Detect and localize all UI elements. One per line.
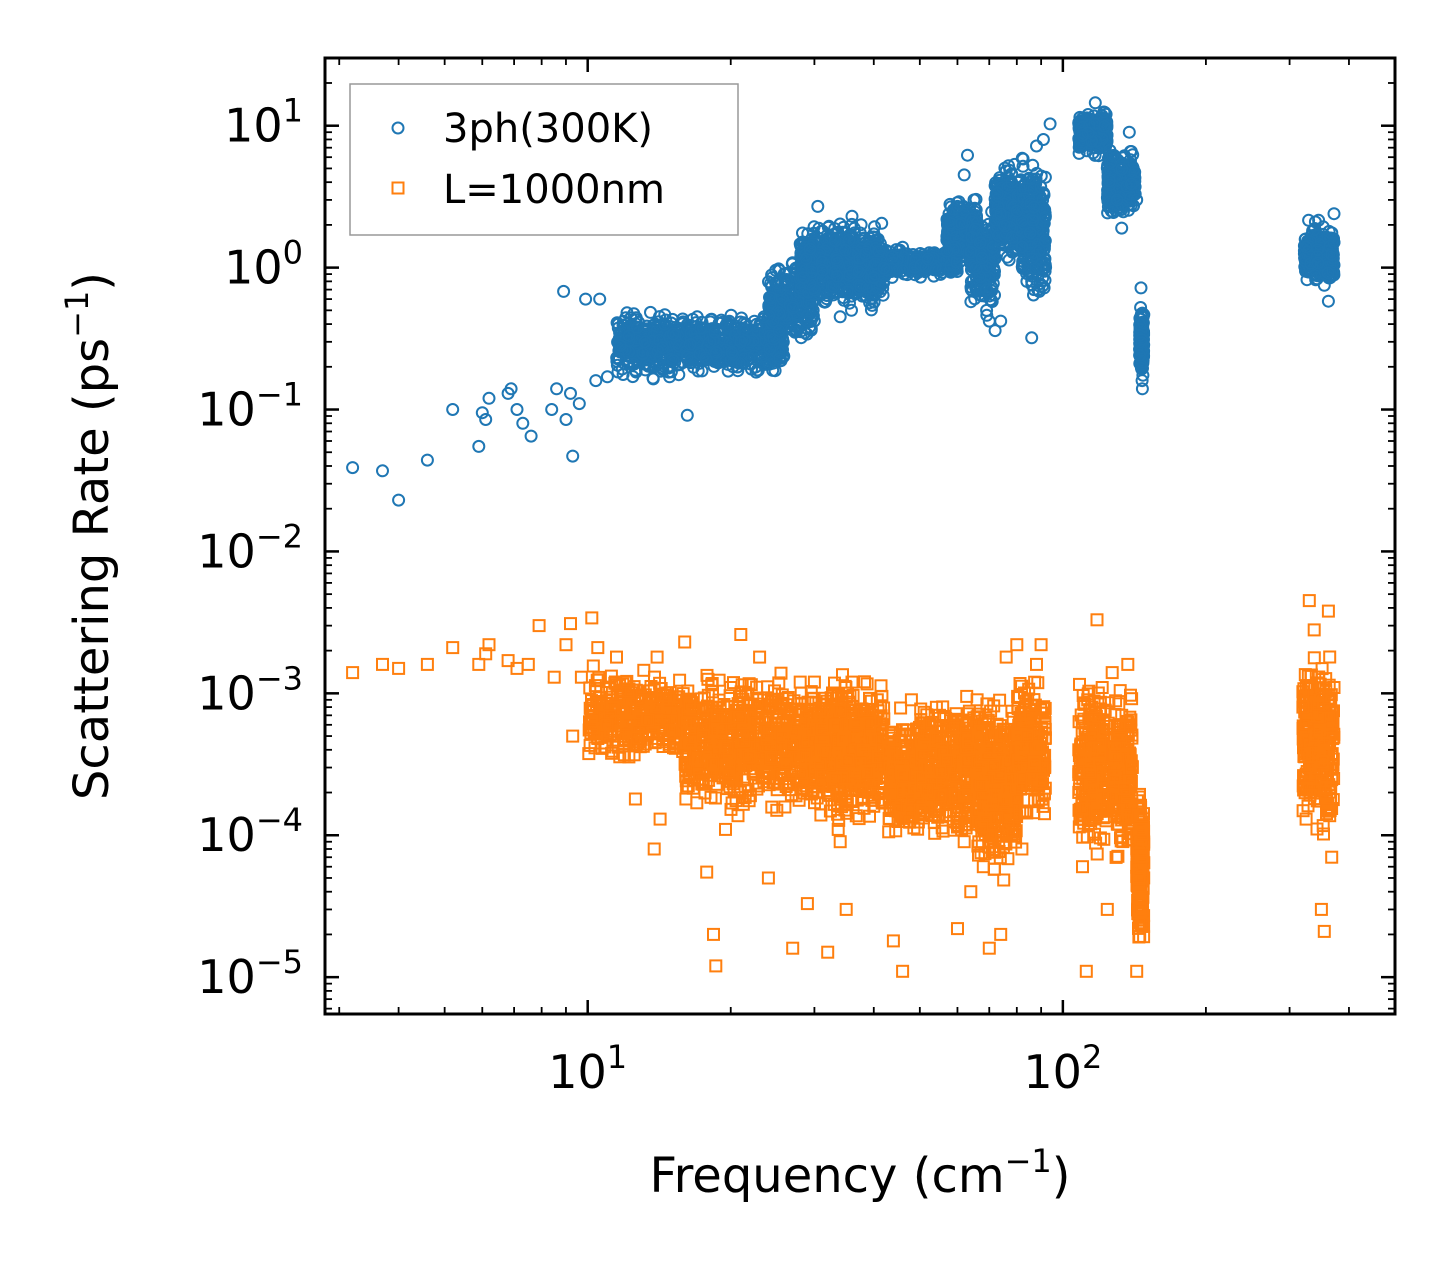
point-3ph bbox=[626, 370, 640, 384]
point-3ph bbox=[640, 319, 654, 333]
point-3ph bbox=[614, 339, 627, 353]
point-3ph bbox=[646, 372, 660, 386]
data-points bbox=[346, 96, 1341, 978]
point-3ph bbox=[646, 334, 660, 348]
point-3ph bbox=[641, 359, 655, 373]
point-3ph bbox=[666, 327, 680, 341]
point-3ph bbox=[636, 347, 650, 361]
point-3ph bbox=[663, 370, 677, 384]
point-3ph bbox=[622, 329, 636, 343]
point-3ph bbox=[627, 307, 641, 321]
point-3ph bbox=[630, 320, 644, 334]
point-3ph bbox=[656, 341, 670, 355]
point-3ph bbox=[612, 352, 626, 366]
point-3ph bbox=[666, 354, 680, 367]
point-3ph bbox=[644, 305, 657, 319]
